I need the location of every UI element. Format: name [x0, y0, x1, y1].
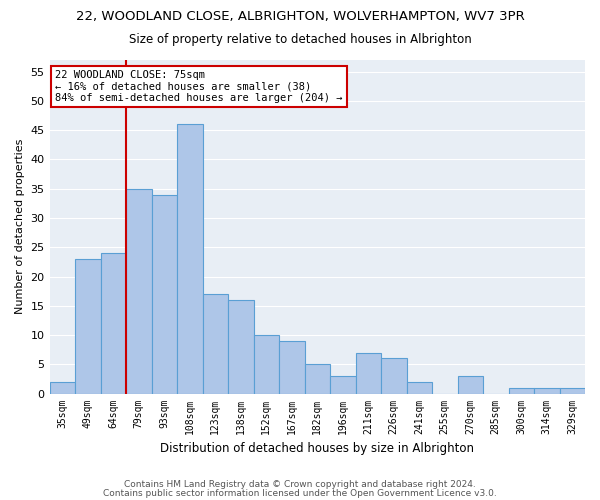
Bar [228, 300, 254, 394]
Bar [509, 388, 534, 394]
Bar [534, 388, 560, 394]
Text: 22, WOODLAND CLOSE, ALBRIGHTON, WOLVERHAMPTON, WV7 3PR: 22, WOODLAND CLOSE, ALBRIGHTON, WOLVERHA… [76, 10, 524, 23]
Y-axis label: Number of detached properties: Number of detached properties [15, 139, 25, 314]
Bar [203, 294, 228, 394]
Bar [126, 188, 152, 394]
Bar [330, 376, 356, 394]
Text: 22 WOODLAND CLOSE: 75sqm
← 16% of detached houses are smaller (38)
84% of semi-d: 22 WOODLAND CLOSE: 75sqm ← 16% of detach… [55, 70, 343, 103]
Text: Contains HM Land Registry data © Crown copyright and database right 2024.: Contains HM Land Registry data © Crown c… [124, 480, 476, 489]
Bar [177, 124, 203, 394]
Bar [254, 335, 279, 394]
Bar [101, 253, 126, 394]
Bar [305, 364, 330, 394]
Bar [50, 382, 75, 394]
Bar [152, 194, 177, 394]
Bar [458, 376, 483, 394]
Bar [381, 358, 407, 394]
Bar [407, 382, 432, 394]
Text: Contains public sector information licensed under the Open Government Licence v3: Contains public sector information licen… [103, 488, 497, 498]
Text: Size of property relative to detached houses in Albrighton: Size of property relative to detached ho… [128, 32, 472, 46]
Bar [75, 259, 101, 394]
Bar [356, 352, 381, 394]
Bar [560, 388, 585, 394]
X-axis label: Distribution of detached houses by size in Albrighton: Distribution of detached houses by size … [160, 442, 474, 455]
Bar [279, 341, 305, 394]
